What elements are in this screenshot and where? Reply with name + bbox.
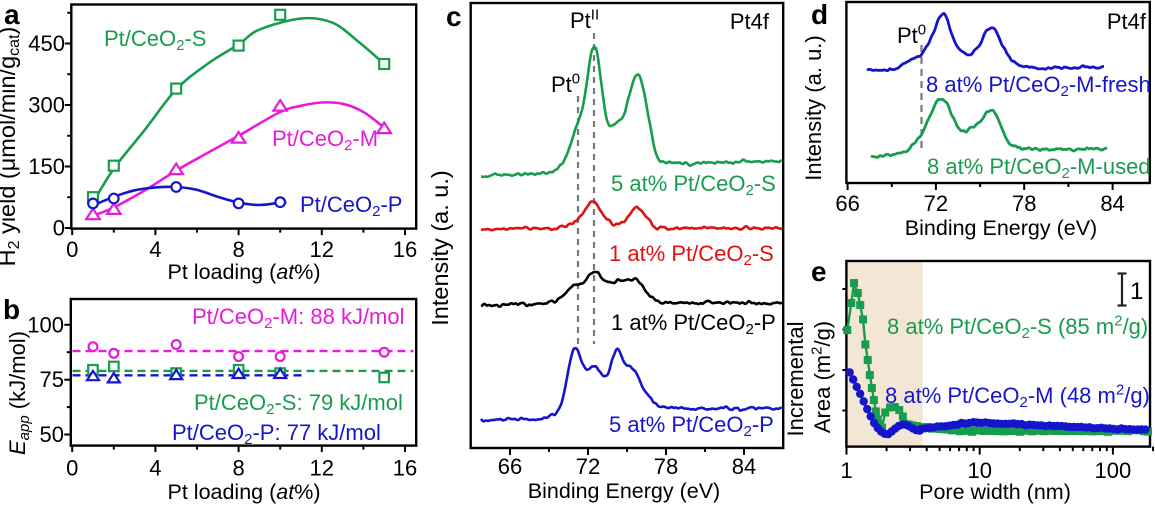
svg-text:Binding Energy (eV): Binding Energy (eV) [905, 216, 1097, 240]
svg-text:Intensity (a. u.): Intensity (a. u.) [801, 35, 826, 181]
svg-text:16: 16 [393, 237, 417, 262]
svg-text:100: 100 [27, 312, 64, 337]
svg-text:0: 0 [66, 456, 78, 481]
svg-text:Pt loading (at%): Pt loading (at%) [168, 260, 321, 284]
svg-text:Pore width (nm): Pore width (nm) [919, 480, 1071, 504]
svg-text:5 at% Pt/CeO2-P: 5 at% Pt/CeO2-P [609, 412, 774, 440]
svg-text:Area (m2/g): Area (m2/g) [809, 321, 835, 433]
svg-text:66: 66 [498, 454, 522, 479]
svg-text:300: 300 [28, 93, 65, 118]
svg-text:Incremental: Incremental [783, 322, 808, 437]
svg-text:Pt loading (at%): Pt loading (at%) [168, 480, 321, 504]
svg-text:12: 12 [310, 456, 334, 481]
svg-text:72: 72 [576, 454, 600, 479]
svg-text:12: 12 [310, 237, 334, 262]
svg-text:16: 16 [393, 456, 417, 481]
svg-text:d: d [811, 0, 828, 30]
svg-text:4: 4 [149, 456, 161, 481]
svg-text:1 at% Pt/CeO2-S: 1 at% Pt/CeO2-S [609, 241, 774, 269]
svg-text:Pt0: Pt0 [897, 22, 926, 48]
svg-text:78: 78 [654, 454, 678, 479]
svg-text:72: 72 [924, 191, 948, 216]
svg-text:PtII: PtII [570, 7, 599, 33]
svg-text:66: 66 [835, 191, 859, 216]
svg-text:8 at% Pt/CeO2-M (48 m2/g): 8 at% Pt/CeO2-M (48 m2/g) [885, 382, 1150, 411]
svg-text:e: e [811, 256, 827, 287]
svg-text:450: 450 [28, 31, 65, 56]
svg-text:Pt4f: Pt4f [1107, 9, 1147, 34]
svg-text:100: 100 [1095, 458, 1132, 483]
svg-text:Pt/CeO2-M: 88 kJ/mol: Pt/CeO2-M: 88 kJ/mol [192, 304, 405, 332]
svg-text:8: 8 [232, 237, 244, 262]
svg-text:1: 1 [840, 458, 852, 483]
svg-text:Pt0: Pt0 [551, 71, 580, 97]
svg-text:1 at% Pt/CeO2-P: 1 at% Pt/CeO2-P [611, 310, 776, 338]
svg-text:4: 4 [149, 237, 161, 262]
svg-text:150: 150 [28, 154, 65, 179]
svg-text:5 at% Pt/CeO2-S: 5 at% Pt/CeO2-S [611, 171, 776, 199]
svg-text:84: 84 [732, 454, 756, 479]
svg-text:Pt/CeO2-M: Pt/CeO2-M [272, 126, 378, 154]
svg-text:8: 8 [232, 456, 244, 481]
svg-text:10: 10 [967, 458, 991, 483]
svg-text:Pt/CeO2-P: 77 kJ/mol: Pt/CeO2-P: 77 kJ/mol [172, 420, 381, 448]
svg-text:8 at% Pt/CeO2-M-fresh: 8 at% Pt/CeO2-M-fresh [926, 72, 1151, 100]
svg-text:b: b [3, 294, 20, 325]
svg-text:H2 yield (μmol/min/gcat): H2 yield (μmol/min/gcat) [0, 27, 23, 267]
svg-text:Eapp (kJ/mol): Eapp (kJ/mol) [5, 331, 33, 455]
svg-text:0: 0 [66, 237, 78, 262]
svg-text:75: 75 [40, 367, 64, 392]
svg-text:1: 1 [1130, 278, 1143, 305]
svg-text:8 at% Pt/CeO2-M-used: 8 at% Pt/CeO2-M-used [927, 154, 1151, 182]
svg-text:0: 0 [53, 216, 65, 241]
svg-text:Intensity (a. u.): Intensity (a. u.) [427, 170, 453, 325]
svg-text:Pt/CeO2-S: Pt/CeO2-S [104, 26, 206, 54]
svg-text:8 at% Pt/CeO2-S (85 m2/g): 8 at% Pt/CeO2-S (85 m2/g) [887, 313, 1148, 342]
svg-text:Pt/CeO2-P: Pt/CeO2-P [300, 192, 402, 220]
svg-text:78: 78 [1012, 191, 1036, 216]
svg-text:84: 84 [1100, 191, 1124, 216]
svg-text:a: a [4, 0, 20, 30]
svg-text:Pt/CeO2-S: 79 kJ/mol: Pt/CeO2-S: 79 kJ/mol [194, 390, 403, 418]
svg-text:Binding Energy (eV): Binding Energy (eV) [528, 479, 720, 503]
svg-text:Pt4f: Pt4f [730, 9, 770, 34]
svg-text:c: c [446, 1, 462, 32]
svg-text:50: 50 [40, 422, 64, 447]
